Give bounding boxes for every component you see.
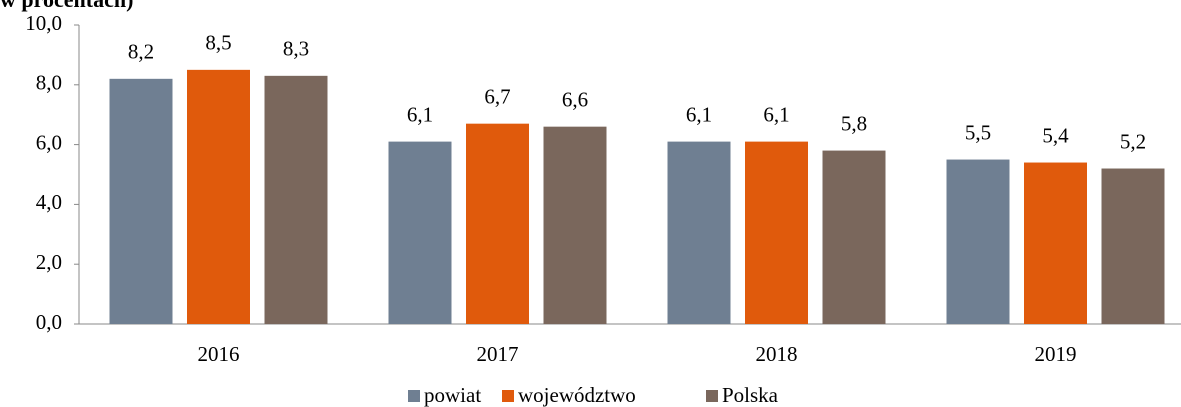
- y-tick-label: 4,0: [36, 190, 62, 214]
- legend-label: Polska: [722, 383, 779, 407]
- bar: [543, 126, 607, 324]
- value-label: 5,4: [1042, 123, 1069, 147]
- bar: [1101, 168, 1165, 324]
- y-tick-label: 8,0: [36, 71, 62, 95]
- chart-title: w procentach): [0, 0, 133, 12]
- x-tick-label: 2016: [198, 342, 240, 366]
- value-label: 6,6: [562, 87, 588, 111]
- y-tick-label: 2,0: [36, 250, 62, 274]
- bar: [466, 123, 529, 324]
- y-tick-label: 0,0: [36, 310, 62, 334]
- bar: [745, 141, 808, 324]
- legend-label: powiat: [424, 383, 481, 407]
- value-label: 8,2: [128, 40, 154, 64]
- bar: [1024, 162, 1087, 324]
- value-label: 8,3: [283, 37, 309, 61]
- y-tick-label: 6,0: [36, 130, 62, 154]
- x-tick-label: 2017: [477, 342, 519, 366]
- bar: [388, 141, 452, 324]
- value-label: 6,1: [407, 102, 433, 126]
- legend-swatch: [408, 390, 420, 402]
- y-tick-label: 10,0: [25, 11, 62, 35]
- value-label: 5,8: [841, 111, 867, 135]
- bar: [946, 159, 1010, 324]
- legend-label: województwo: [518, 383, 636, 407]
- legend-swatch: [706, 390, 718, 402]
- bar: [109, 78, 173, 324]
- value-label: 6,1: [686, 102, 712, 126]
- bar: [822, 150, 886, 324]
- x-tick-label: 2019: [1035, 342, 1077, 366]
- bar: [187, 69, 250, 324]
- x-tick-label: 2018: [756, 342, 798, 366]
- value-label: 5,2: [1120, 129, 1146, 153]
- value-label: 6,1: [763, 102, 789, 126]
- value-label: 8,5: [205, 31, 231, 55]
- bar: [667, 141, 731, 324]
- bar: [264, 75, 328, 324]
- legend-swatch: [502, 390, 514, 402]
- value-label: 6,7: [484, 84, 510, 108]
- value-label: 5,5: [965, 120, 991, 144]
